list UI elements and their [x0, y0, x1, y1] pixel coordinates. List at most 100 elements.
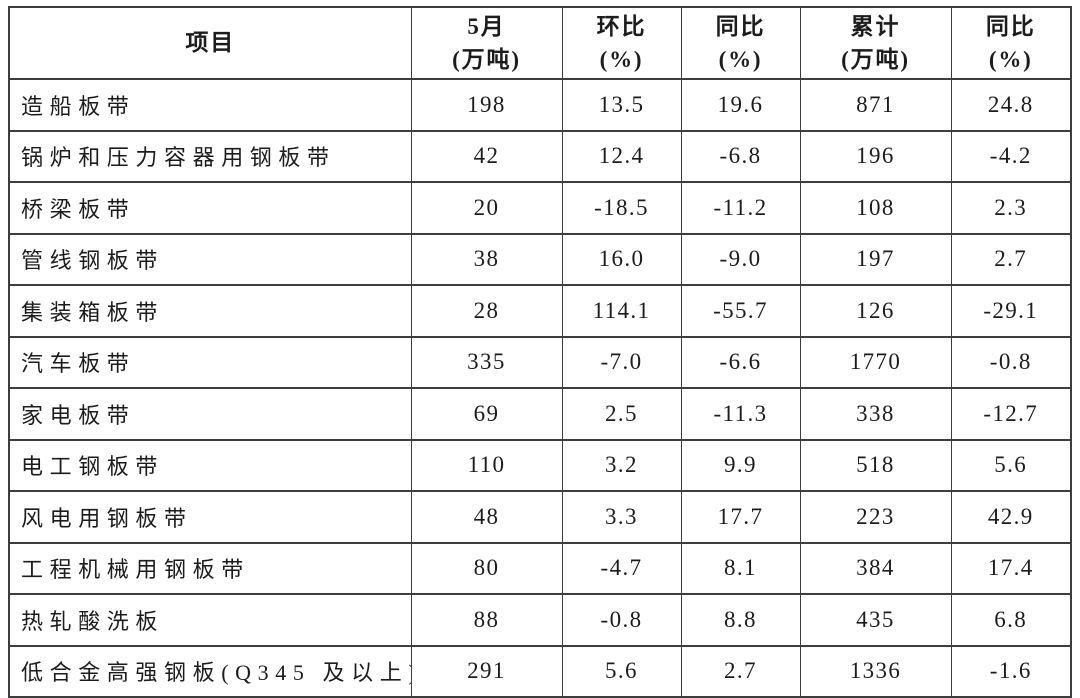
table-cell-value: 8.8: [680, 593, 801, 647]
row-item-label: 风电用钢板带: [8, 490, 412, 544]
table-cell-value: 197: [799, 232, 952, 286]
column-header-item: 项目: [8, 6, 412, 80]
column-header-title: 环比: [596, 13, 647, 39]
row-item-label: 汽车板带: [8, 335, 412, 389]
table-cell-value: -11.2: [680, 181, 801, 235]
table-row: 造船板带 198 13.5 19.6 871 24.8: [8, 78, 1072, 132]
column-header-may-volume: 5月 (万吨): [410, 6, 563, 80]
column-header-unit: (万吨): [452, 47, 521, 72]
table-cell-value: -55.7: [680, 284, 801, 338]
table-cell-value: 2.7: [680, 644, 801, 698]
row-item-label: 集装箱板带: [8, 284, 412, 338]
table-cell-value: 108: [799, 181, 952, 235]
table-cell-value: 20: [410, 181, 563, 235]
table-header-row: 项目 5月 (万吨) 环比 (%) 同比 (%) 累计 (万吨) 同比 (%): [8, 6, 1072, 80]
row-item-label: 桥梁板带: [8, 181, 412, 235]
table-cell-value: -4.7: [561, 541, 682, 595]
table-row: 风电用钢板带 48 3.3 17.7 223 42.9: [8, 490, 1072, 544]
table-cell-value: 2.3: [950, 181, 1072, 235]
table-cell-value: 19.6: [680, 78, 801, 132]
table-cell-value: 110: [410, 438, 563, 492]
table-row: 锅炉和压力容器用钢板带 42 12.4 -6.8 196 -4.2: [8, 129, 1072, 183]
table-row: 管线钢板带 38 16.0 -9.0 197 2.7: [8, 232, 1072, 286]
table-cell-value: 8.1: [680, 541, 801, 595]
table-row: 桥梁板带 20 -18.5 -11.2 108 2.3: [8, 181, 1072, 235]
table-cell-value: 338: [799, 387, 952, 441]
table-row: 汽车板带 335 -7.0 -6.6 1770 -0.8: [8, 335, 1072, 389]
table-row: 低合金高强钢板(Q345 及以上) 291 5.6 2.7 1336 -1.6: [8, 644, 1072, 698]
table-cell-value: 13.5: [561, 78, 682, 132]
table-row: 家电板带 69 2.5 -11.3 338 -12.7: [8, 387, 1072, 441]
table-row: 热轧酸洗板 88 -0.8 8.8 435 6.8: [8, 593, 1072, 647]
column-header-cum-yoy: 同比 (%): [950, 6, 1072, 80]
table-cell-value: -0.8: [950, 335, 1072, 389]
table-cell-value: 5.6: [561, 644, 682, 698]
table-cell-value: 1770: [799, 335, 952, 389]
table-cell-value: 3.3: [561, 490, 682, 544]
table-cell-value: 28: [410, 284, 563, 338]
table-cell-value: -4.2: [950, 129, 1072, 183]
table-cell-value: 88: [410, 593, 563, 647]
table-cell-value: 518: [799, 438, 952, 492]
table-cell-value: -1.6: [950, 644, 1072, 698]
table-cell-value: 435: [799, 593, 952, 647]
column-header-cumulative: 累计 (万吨): [799, 6, 952, 80]
column-header-unit: (万吨): [841, 47, 910, 72]
row-item-label: 热轧酸洗板: [8, 593, 412, 647]
table-header: 项目 5月 (万吨) 环比 (%) 同比 (%) 累计 (万吨) 同比 (%): [8, 6, 1072, 80]
table-cell-value: -6.6: [680, 335, 801, 389]
table-container: 项目 5月 (万吨) 环比 (%) 同比 (%) 累计 (万吨) 同比 (%) 造船板带 198 13.…: [8, 6, 1072, 698]
table-cell-value: -29.1: [950, 284, 1072, 338]
row-item-label: 工程机械用钢板带: [8, 541, 412, 595]
table-cell-value: 2.7: [950, 232, 1072, 286]
table-cell-value: 24.8: [950, 78, 1072, 132]
table-cell-value: 69: [410, 387, 563, 441]
table-cell-value: -6.8: [680, 129, 801, 183]
table-cell-value: 9.9: [680, 438, 801, 492]
table-cell-value: -12.7: [950, 387, 1072, 441]
table-cell-value: -0.8: [561, 593, 682, 647]
table-cell-value: 5.6: [950, 438, 1072, 492]
table-cell-value: 196: [799, 129, 952, 183]
table-body: 造船板带 198 13.5 19.6 871 24.8 锅炉和压力容器用钢板带 42 12.4-…: [8, 78, 1072, 698]
table-cell-value: 384: [799, 541, 952, 595]
table-cell-value: 16.0: [561, 232, 682, 286]
table-cell-value: -7.0: [561, 335, 682, 389]
table-cell-value: -9.0: [680, 232, 801, 286]
table-cell-value: 223: [799, 490, 952, 544]
table-cell-value: 871: [799, 78, 952, 132]
table-row: 工程机械用钢板带 80 -4.7 8.1 384 17.4: [8, 541, 1072, 595]
row-item-label: 电工钢板带: [8, 438, 412, 492]
table-cell-value: 17.7: [680, 490, 801, 544]
table-cell-value: 48: [410, 490, 563, 544]
column-header-title: 同比: [985, 13, 1036, 39]
table-cell-value: 291: [410, 644, 563, 698]
table-cell-value: -18.5: [561, 181, 682, 235]
row-item-label: 锅炉和压力容器用钢板带: [8, 129, 412, 183]
table-cell-value: 80: [410, 541, 563, 595]
column-header-unit: (%): [599, 47, 644, 72]
table-cell-value: 198: [410, 78, 563, 132]
table-cell-value: 38: [410, 232, 563, 286]
table-cell-value: 42: [410, 129, 563, 183]
table-row: 集装箱板带 28 114.1 -55.7 126 -29.1: [8, 284, 1072, 338]
column-header-mom-change: 环比 (%): [561, 6, 682, 80]
table-row: 电工钢板带 110 3.2 9.9 518 5.6: [8, 438, 1072, 492]
row-item-label: 管线钢板带: [8, 232, 412, 286]
table-cell-value: -11.3: [680, 387, 801, 441]
row-item-label: 造船板带: [8, 78, 412, 132]
table-cell-value: 1336: [799, 644, 952, 698]
table-cell-value: 42.9: [950, 490, 1072, 544]
table-cell-value: 17.4: [950, 541, 1072, 595]
table-cell-value: 114.1: [561, 284, 682, 338]
steel-products-output-table: 项目 5月 (万吨) 环比 (%) 同比 (%) 累计 (万吨) 同比 (%) 造船板带 198 13.…: [8, 6, 1072, 698]
table-cell-value: 3.2: [561, 438, 682, 492]
table-cell-value: 335: [410, 335, 563, 389]
column-header-title: 同比: [715, 13, 766, 39]
table-cell-value: 6.8: [950, 593, 1072, 647]
column-header-title: 5月: [467, 13, 506, 39]
column-header-unit: (%): [988, 47, 1033, 72]
row-item-label: 家电板带: [8, 387, 412, 441]
table-cell-value: 12.4: [561, 129, 682, 183]
table-cell-value: 126: [799, 284, 952, 338]
